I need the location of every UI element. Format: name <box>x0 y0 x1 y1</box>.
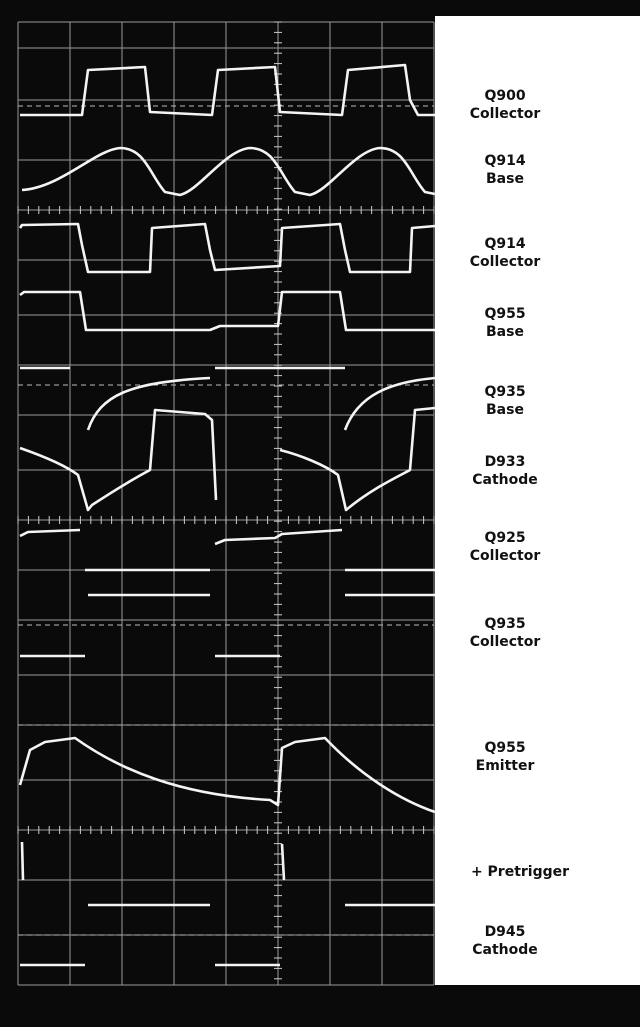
label-text: Base <box>486 171 524 187</box>
label-text: Collector <box>470 548 541 564</box>
oscilloscope-photo: Q900 Collector Q914 Base Q914 Collector Q955 Ba… <box>0 0 640 1027</box>
label-text: Q935 <box>484 384 525 400</box>
label-text: + Pretrigger <box>471 864 569 880</box>
bottom-band <box>0 985 640 1027</box>
label-text: D933 <box>485 454 526 470</box>
label-text: Collector <box>470 106 541 122</box>
label-text: Cathode <box>472 472 538 488</box>
label-text: Q955 <box>484 740 525 756</box>
label-text: Cathode <box>472 942 538 958</box>
label-text: Q955 <box>484 306 525 322</box>
screen <box>0 0 435 1027</box>
label-text: Q925 <box>484 530 525 546</box>
label-text: D945 <box>485 924 526 940</box>
label-text: Q935 <box>484 616 525 632</box>
label-text: Q914 <box>484 236 525 252</box>
label-text: Collector <box>470 634 541 650</box>
label-text: Q914 <box>484 153 525 169</box>
top-band <box>0 0 640 16</box>
label-text: Base <box>486 324 524 340</box>
label-text: Emitter <box>476 758 535 774</box>
label-text: Collector <box>470 254 541 270</box>
label-text: Base <box>486 402 524 418</box>
label-text: Q900 <box>484 88 525 104</box>
